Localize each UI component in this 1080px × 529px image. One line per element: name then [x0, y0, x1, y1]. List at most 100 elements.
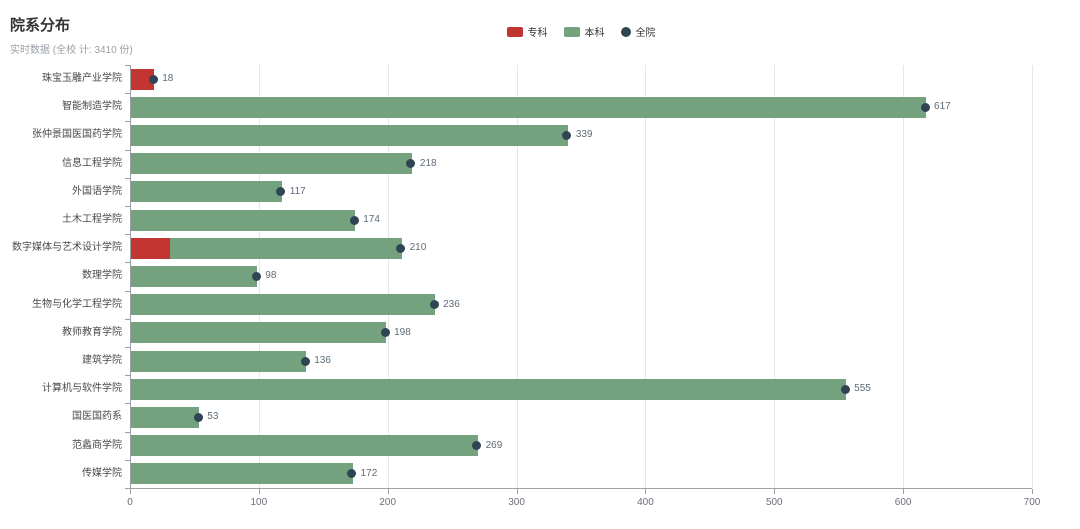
- total-dot[interactable]: [148, 74, 158, 84]
- grid-line: [387, 65, 389, 488]
- category-label: 土木工程学院: [62, 214, 122, 225]
- category-label: 范蠡商学院: [72, 439, 122, 451]
- bar-segment-bk[interactable]: [131, 407, 200, 428]
- category-label: 传媒学院: [82, 467, 122, 479]
- y-axis-tick: [125, 431, 130, 433]
- bar-segment-bk[interactable]: [131, 125, 568, 146]
- x-axis-line: [130, 488, 1032, 489]
- total-dot[interactable]: [380, 328, 390, 338]
- value-label: 98: [265, 270, 277, 282]
- bar-segment-zk[interactable]: [131, 68, 155, 90]
- legend-swatch-marker: [506, 26, 523, 37]
- value-label: 269: [485, 439, 503, 451]
- y-axis-tick: [125, 459, 130, 461]
- x-axis-tick: [258, 489, 260, 494]
- bar-segment-bk[interactable]: [131, 350, 307, 372]
- x-axis-label: 700: [1023, 497, 1041, 508]
- bar-segment-bk[interactable]: [169, 237, 402, 259]
- bar-segment-bk[interactable]: [131, 463, 353, 485]
- value-label: 53: [207, 411, 219, 423]
- y-axis-tick: [125, 149, 130, 151]
- category-label: 智能制造学院: [62, 101, 122, 113]
- total-dot[interactable]: [300, 356, 310, 366]
- bar-segment-bk[interactable]: [131, 181, 282, 203]
- value-label: 136: [314, 355, 331, 366]
- y-axis-tick: [125, 65, 130, 66]
- value-label: 210: [409, 242, 427, 254]
- total-dot[interactable]: [347, 469, 357, 479]
- grid-line: [516, 65, 518, 488]
- bar-segment-bk[interactable]: [131, 378, 847, 400]
- y-axis-tick: [125, 262, 130, 264]
- legend-item-bk[interactable]: 本科: [563, 24, 605, 39]
- bar-segment-bk[interactable]: [131, 209, 356, 231]
- grid-line: [903, 65, 905, 488]
- category-label: 计算机与软件学院: [42, 383, 122, 395]
- total-dot[interactable]: [429, 300, 439, 310]
- y-axis-tick: [125, 403, 130, 405]
- total-dot[interactable]: [349, 215, 359, 225]
- total-dot[interactable]: [920, 102, 930, 112]
- category-label: 国医国药系: [72, 411, 122, 423]
- x-axis-tick: [387, 489, 389, 494]
- y-axis-line: [130, 65, 131, 488]
- x-axis-tick: [903, 489, 905, 494]
- x-axis-tick: [516, 489, 518, 494]
- legend-item-qy[interactable]: 全院: [620, 24, 656, 39]
- total-dot[interactable]: [472, 441, 482, 451]
- x-axis-label: 500: [765, 497, 783, 508]
- total-dot[interactable]: [396, 243, 406, 253]
- y-axis-tick: [125, 375, 130, 377]
- legend-label: 专科: [527, 28, 548, 39]
- y-axis-tick: [125, 234, 130, 236]
- bar-segment-bk[interactable]: [131, 294, 436, 316]
- value-label: 617: [934, 101, 951, 113]
- y-axis-tick: [125, 290, 130, 292]
- total-dot[interactable]: [251, 272, 261, 281]
- category-label: 教师教育学院: [62, 326, 122, 338]
- bar-segment-bk[interactable]: [131, 322, 387, 344]
- category-label: 珠宝玉雕产业学院: [42, 73, 122, 84]
- y-axis-tick: [125, 206, 130, 207]
- x-axis-label: 400: [637, 497, 654, 508]
- value-label: 198: [394, 326, 411, 338]
- bar-segment-bk[interactable]: [131, 435, 478, 457]
- page-subtitle: 实时数据 (全校 计: 3410 份): [10, 45, 133, 56]
- bar-chart-plot: 0 100 200 300 400 500 600 700 珠宝玉雕产业学院 18 智能制造学院 61…: [12, 65, 1040, 508]
- category-label: 外国语学院: [72, 185, 122, 197]
- bar-segment-bk[interactable]: [131, 266, 258, 287]
- category-label: 信息工程学院: [62, 157, 122, 169]
- y-axis-tick: [125, 318, 130, 320]
- total-dot[interactable]: [193, 413, 203, 422]
- category-label: 生物与化学工程学院: [32, 298, 122, 310]
- total-dot[interactable]: [406, 159, 416, 169]
- x-axis-label: 300: [508, 497, 525, 508]
- category-label: 数理学院: [82, 270, 122, 282]
- y-axis-tick: [125, 93, 130, 95]
- category-label: 张仲景国医国药学院: [32, 129, 122, 141]
- y-axis-tick: [125, 121, 130, 123]
- legend-label: 本科: [584, 28, 605, 39]
- category-label: 建筑学院: [82, 355, 122, 366]
- value-label: 174: [363, 214, 380, 225]
- value-label: 236: [443, 298, 460, 310]
- legend-swatch-marker: [563, 26, 580, 37]
- x-axis-label: 600: [894, 497, 912, 508]
- total-dot[interactable]: [276, 187, 286, 197]
- total-dot[interactable]: [840, 384, 850, 394]
- x-axis-label: 0: [127, 497, 133, 508]
- x-axis-tick: [1032, 489, 1033, 494]
- legend-item-zk[interactable]: 专科: [506, 24, 548, 39]
- value-label: 18: [162, 73, 174, 84]
- bar-segment-bk[interactable]: [131, 96, 927, 118]
- total-dot[interactable]: [562, 131, 572, 140]
- x-axis-label: 100: [250, 497, 268, 508]
- bar-segment-zk[interactable]: [131, 237, 170, 259]
- page-title: 院系分布: [10, 17, 71, 34]
- x-axis-label: 200: [379, 497, 397, 508]
- grid-line: [645, 65, 647, 488]
- x-axis-tick: [774, 489, 776, 494]
- bar-segment-bk[interactable]: [131, 153, 412, 175]
- value-label: 117: [289, 185, 306, 197]
